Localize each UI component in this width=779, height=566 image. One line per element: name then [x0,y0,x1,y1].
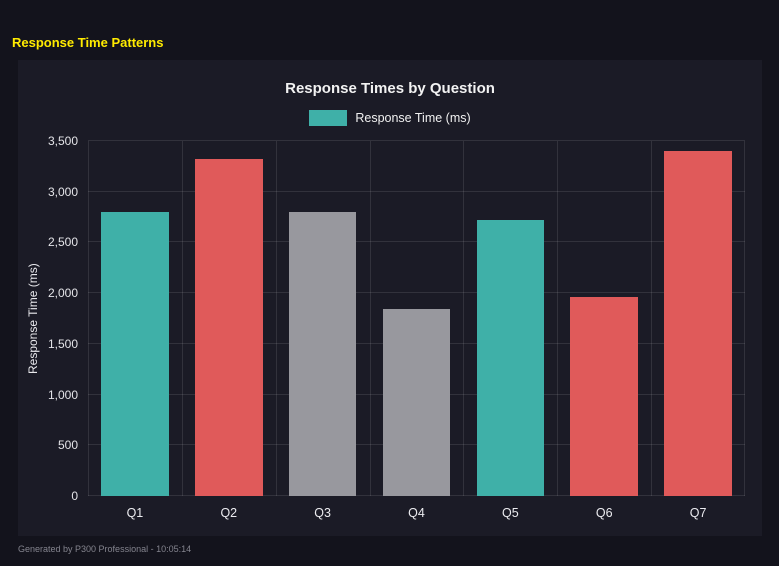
v-gridline [463,141,465,496]
plot-area [88,140,745,496]
footer-note: Generated by P300 Professional - 10:05:1… [18,544,192,554]
v-gridline [181,141,183,496]
y-tick-label: 1,500 [47,336,78,351]
y-tick-label: 0 [71,489,78,503]
page-title: Response Time Patterns [12,35,164,50]
y-tick-label: 3,500 [47,134,78,148]
h-gridline [88,140,745,141]
y-tick-label: 2,500 [47,235,78,250]
bar-q3[interactable] [288,212,357,496]
bar-q7[interactable] [664,151,732,496]
chart-legend[interactable]: Response Time (ms) [18,110,762,126]
y-tick-label: 3,000 [47,184,78,199]
h-gridline [88,190,745,192]
chart-title: Response Times by Question [285,80,495,97]
legend-label: Response Time (ms) [355,111,471,125]
chart-panel: Response Times by Question Response Time… [18,60,762,536]
y-tick-label: 500 [57,438,78,453]
h-gridline [88,292,745,294]
y-tick-label: 2,000 [47,286,78,301]
bar-q5[interactable] [476,220,545,496]
bar-slot [182,141,276,496]
v-gridline [557,141,559,496]
x-tick-label-q4: Q4 [408,506,425,520]
bar-slot [651,141,745,496]
bar-slot [276,141,370,496]
bar-slot [88,141,182,496]
bar-slot [557,141,651,496]
v-gridline [744,141,745,496]
x-axis-tick-labels: Q1 Q2 Q3 Q4 Q5 Q6 Q7 [88,506,745,520]
x-tick-label-q3: Q3 [314,506,331,520]
bar-q2[interactable] [195,159,263,496]
x-tick-label-q6: Q6 [595,506,613,520]
x-tick-label-q7: Q7 [689,506,707,520]
bar-q4[interactable] [382,309,451,496]
x-tick-label-q1: Q1 [126,506,144,520]
h-gridline [88,241,745,243]
x-tick-label-q5: Q5 [502,506,519,520]
bar-slot [463,141,557,496]
bar-q1[interactable] [101,212,169,496]
y-axis-tick-labels: 0 500 1,000 1,500 2,000 2,500 3,000 3,500 [18,134,78,503]
v-gridline [651,141,653,496]
legend-swatch [309,110,348,126]
v-gridline [369,141,371,496]
bar-q6[interactable] [570,297,639,496]
bar-slot [370,141,464,496]
y-tick-label: 1,000 [47,387,78,402]
v-gridline [88,141,89,496]
bar-group [88,141,745,496]
v-gridline [275,141,277,496]
x-tick-label-q2: Q2 [220,506,238,520]
